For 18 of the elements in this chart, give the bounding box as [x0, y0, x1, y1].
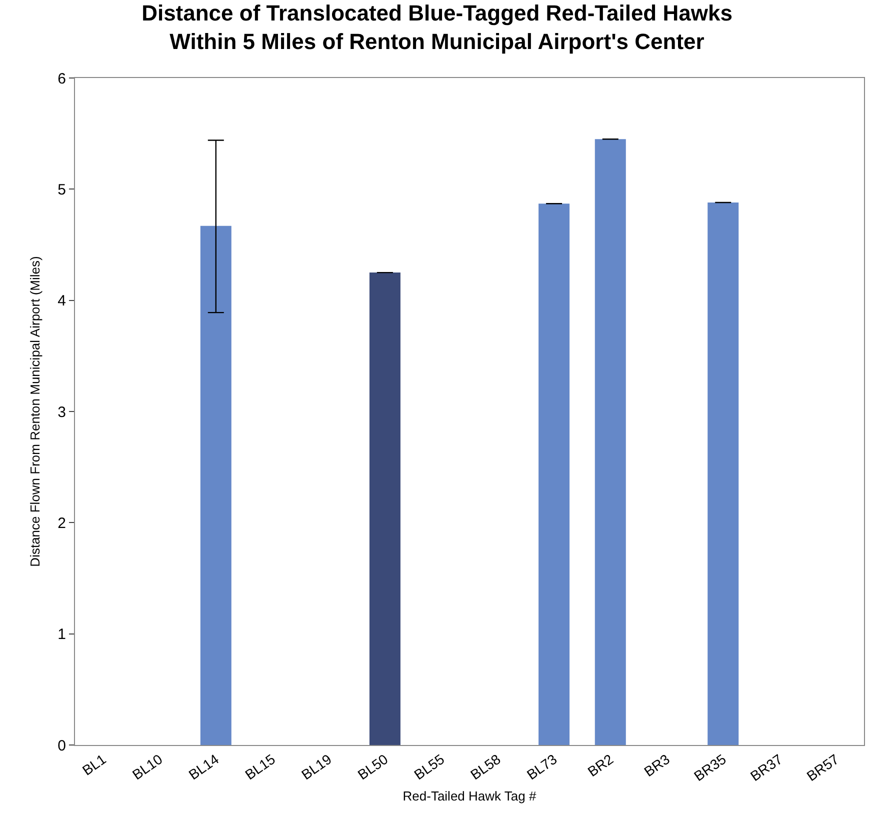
y-tick-label: 6: [58, 70, 66, 88]
bar: [538, 204, 570, 745]
x-axis-title: Red-Tailed Hawk Tag #: [402, 788, 537, 804]
y-tick-label: 5: [58, 181, 66, 198]
y-tick-label: 2: [58, 514, 66, 532]
x-tick-label: BR3: [641, 750, 673, 780]
x-tick-label: BR2: [584, 750, 616, 780]
y-tick-label: 1: [58, 626, 66, 644]
bar: [200, 226, 232, 745]
bar: [369, 272, 400, 745]
y-tick-label: 4: [58, 292, 66, 310]
x-tick-label: BL1: [79, 750, 110, 778]
y-tick-label: 3: [58, 404, 66, 421]
bar: [594, 139, 626, 745]
y-tick-label: 0: [58, 737, 66, 754]
y-axis-title: Distance Flown From Renton Municipal Airport (Miles): [28, 256, 43, 567]
chart-title: Distance of Translocated Blue-Tagged Red-Tailed Hawks Within 5 Miles of Renton Municipal Airport's Center: [142, 0, 732, 54]
bar: [708, 202, 739, 745]
